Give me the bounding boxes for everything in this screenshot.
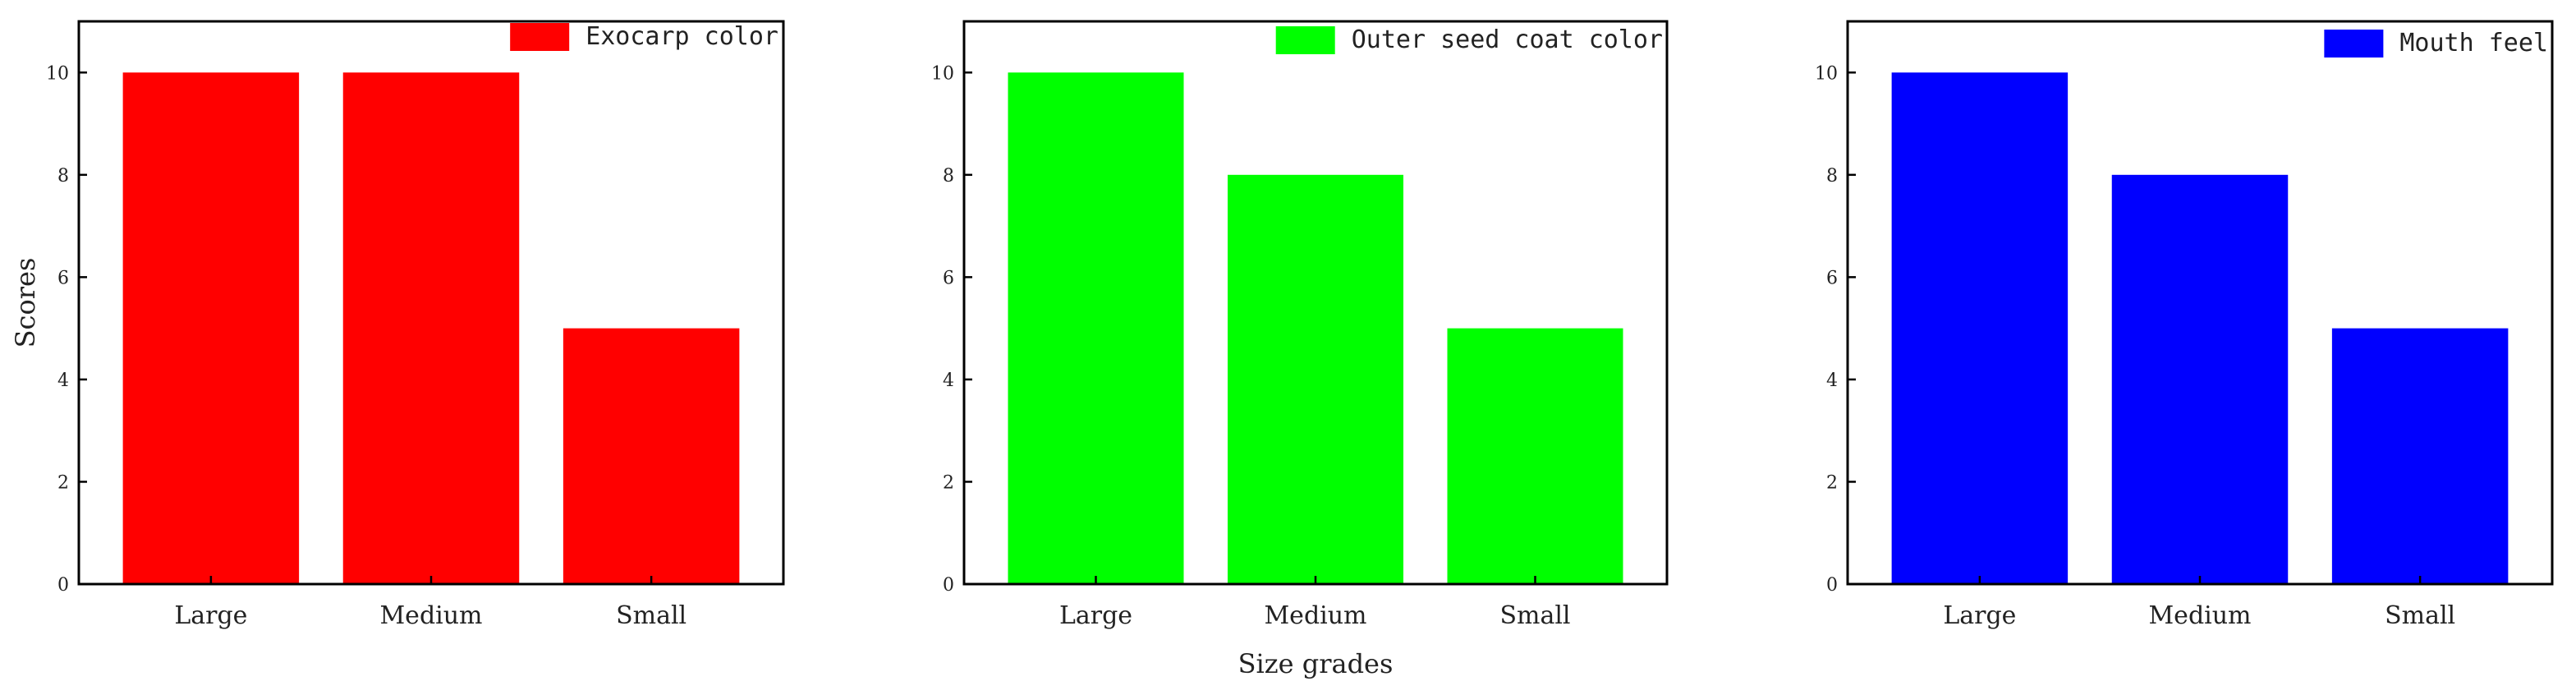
y-tick-label: 8	[1826, 166, 1838, 186]
x-tick-label-medium: Medium	[2148, 601, 2251, 630]
bar-small	[1447, 328, 1623, 584]
bar-medium	[2111, 174, 2289, 584]
legend-label: Outer seed coat color	[1352, 25, 1663, 54]
y-tick-label: 2	[943, 472, 954, 493]
legend-label: Mouth feel	[2399, 29, 2548, 58]
bar-small	[2331, 328, 2509, 584]
x-tick-label-large: Large	[174, 601, 247, 630]
y-tick-label: 4	[943, 371, 954, 391]
y-tick-label: 6	[943, 268, 954, 288]
y-tick-label: 0	[57, 575, 69, 596]
y-tick-label: 2	[57, 472, 69, 493]
panel-mouth-feel: Large Medium Small 0 2 4 6 8 10 Mouth feel	[1815, 20, 2554, 630]
plot-frame	[77, 20, 785, 586]
y-tick-label: 10	[931, 63, 954, 84]
y-tick-label: 4	[1826, 371, 1838, 391]
panel-outer-seed-coat-color: Large Medium Small 0 2 4 6 8 10 Outer seed coat c…	[931, 20, 1669, 679]
y-axis-title: Scores	[10, 258, 41, 348]
x-tick-label-large: Large	[1059, 601, 1132, 630]
y-tick-label: 0	[1826, 575, 1838, 596]
bar-large	[1891, 72, 2069, 585]
y-tick-label: 6	[1826, 268, 1838, 288]
panel-exocarp-color: Large Medium Small 0 2 4 6 8 10 Exocarp color Scor…	[10, 20, 785, 630]
x-tick-label-medium: Medium	[1264, 601, 1366, 630]
legend-label: Exocarp color	[585, 22, 778, 51]
legend-swatch	[2324, 30, 2384, 58]
y-tick-label: 2	[1826, 472, 1838, 493]
x-axis-title: Size grades	[1238, 648, 1394, 679]
bar-medium	[1228, 174, 1403, 584]
plot-frame	[1846, 20, 2554, 586]
bar-large	[122, 72, 300, 585]
bar-small	[562, 328, 740, 584]
x-tick-label-medium: Medium	[379, 601, 482, 630]
x-tick-label-small: Small	[1499, 601, 1570, 630]
y-tick-label: 8	[943, 166, 954, 186]
bar-medium	[342, 72, 520, 585]
x-tick-label-small: Small	[616, 601, 686, 630]
legend-swatch	[1275, 26, 1335, 54]
y-tick-label: 10	[1815, 63, 1838, 84]
y-tick-label: 6	[57, 268, 69, 288]
x-tick-label-large: Large	[1943, 601, 2016, 630]
y-tick-label: 0	[943, 575, 954, 596]
bar-large	[1008, 72, 1184, 585]
plot-frame	[962, 20, 1669, 586]
legend-swatch	[510, 23, 570, 51]
x-tick-label-small: Small	[2385, 601, 2455, 630]
y-tick-label: 4	[57, 371, 69, 391]
y-tick-label: 10	[46, 63, 69, 84]
y-tick-label: 8	[57, 166, 69, 186]
